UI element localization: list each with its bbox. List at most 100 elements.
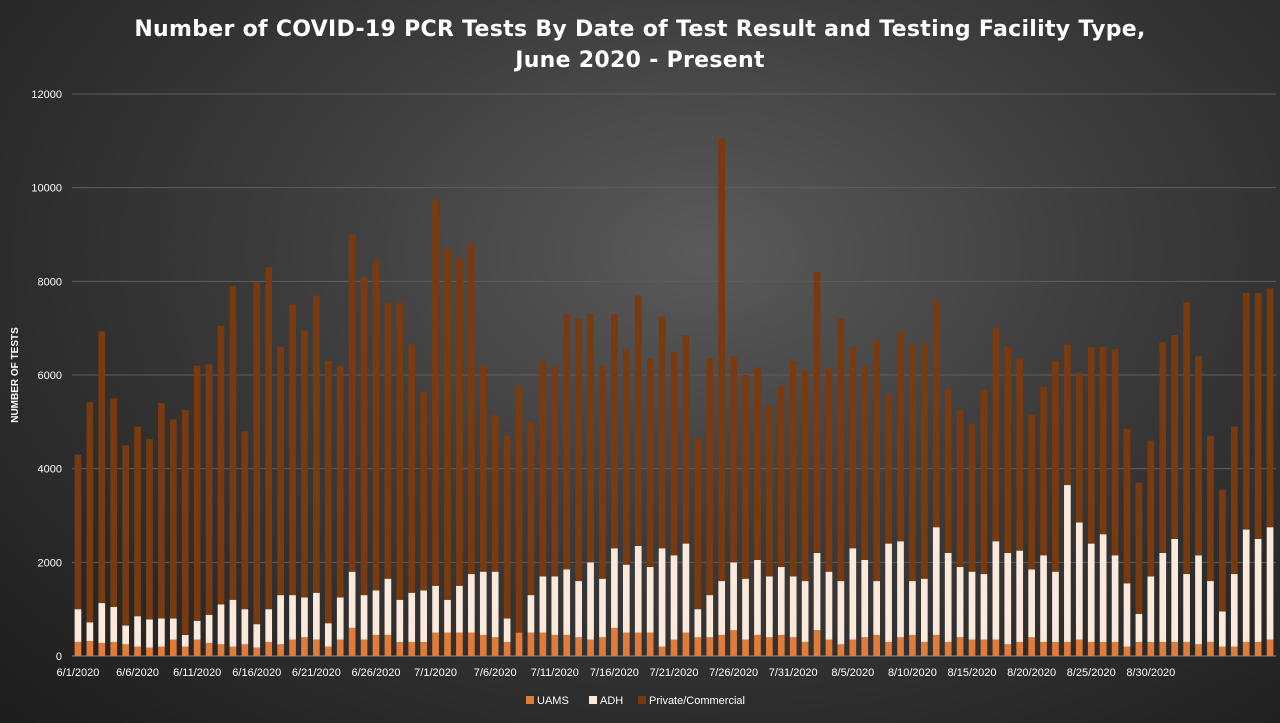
x-tick-label: 7/26/2020 [709, 667, 758, 679]
bar-segment [1135, 641, 1143, 656]
bar-segment [658, 316, 666, 549]
bar-segment [468, 632, 475, 656]
bar-segment [1207, 435, 1214, 582]
bar-segment [1111, 555, 1119, 642]
bar-segment [1123, 583, 1131, 647]
bar-segment [408, 344, 416, 593]
bar-segment [587, 314, 594, 563]
bar-segment [1147, 641, 1155, 656]
bar-segment [611, 314, 618, 549]
bar-segment [1004, 346, 1012, 553]
bar-segment [241, 644, 249, 656]
bar-segment [587, 639, 594, 656]
bar-segment [98, 642, 106, 656]
bar-segment [944, 641, 952, 656]
bar-segment [265, 609, 273, 642]
bar-segment [348, 234, 356, 572]
bar-segment [503, 641, 511, 656]
bar-segment [1016, 358, 1024, 551]
bar-segment [503, 618, 511, 642]
bar-segment [277, 346, 284, 596]
bar-segment [479, 365, 487, 572]
bar-segment [563, 634, 571, 656]
bar-segment [1075, 522, 1083, 640]
bar-segment [253, 624, 261, 648]
bar-segment [980, 389, 988, 575]
bar-segment [1219, 611, 1226, 647]
legend-label: UAMS [537, 695, 569, 707]
bar-segment [956, 410, 964, 568]
bar-segment [205, 642, 213, 656]
bar-segment [384, 634, 392, 656]
bar-segment [634, 295, 642, 546]
bar-segment [1266, 527, 1274, 640]
bar-segment [1028, 414, 1035, 570]
bar-segment [1207, 641, 1214, 656]
legend-label: Private/Commercial [649, 695, 745, 707]
bar-segment [622, 564, 630, 633]
bar-segment [1111, 641, 1119, 656]
bar-segment [646, 632, 654, 656]
bar-segment [885, 543, 892, 642]
bar-segment [1171, 641, 1179, 656]
bar-segment [658, 646, 666, 656]
axis-layer: 0 2000 4000 6000 8000 10000 12000 6/1/2020 6/6/2… [31, 89, 1175, 679]
bar-segment [1171, 335, 1179, 539]
bar-segment [825, 367, 833, 572]
bar-segment [277, 644, 284, 656]
bar-segment [1016, 550, 1024, 642]
bar-segment [74, 454, 82, 610]
bar-segment [956, 567, 964, 638]
chart-title: Number of COVID-19 PCR Tests By Date of … [0, 14, 1280, 76]
bar-segment [634, 545, 642, 633]
bar-segment [658, 548, 666, 647]
bar-segment [491, 571, 499, 638]
bar-segment [372, 260, 380, 591]
bar-segment [754, 634, 761, 656]
bar-segment [539, 576, 547, 633]
bar-segment [1087, 346, 1095, 544]
bar-segment [1004, 552, 1012, 645]
x-tick-label: 6/1/2020 [57, 667, 100, 679]
bar-segment [527, 421, 535, 596]
bar-segment [456, 632, 463, 656]
bar-segment [694, 438, 702, 610]
bar-segment [742, 639, 749, 656]
bar-segment [360, 639, 368, 656]
bar-segment [289, 639, 296, 656]
bar-segment [563, 569, 571, 635]
y-tick-label: 4000 [38, 464, 62, 476]
bar-segment [503, 435, 511, 619]
x-tick-label: 8/10/2020 [888, 667, 937, 679]
x-tick-label: 7/31/2020 [769, 667, 818, 679]
bar-segment [515, 632, 523, 656]
bar-segment [360, 276, 368, 596]
bar-segment [777, 386, 785, 568]
bar-segment [444, 599, 451, 633]
bar-segment [324, 623, 332, 647]
bar-segment [754, 367, 761, 560]
bar-segment [670, 639, 678, 656]
bar-segment [1123, 428, 1131, 584]
x-tick-label: 8/5/2020 [831, 667, 874, 679]
bar-segment [432, 199, 439, 586]
bar-segment [1183, 641, 1190, 656]
y-tick-label: 10000 [31, 183, 62, 195]
bar-segment [1230, 646, 1238, 656]
y-tick-label: 6000 [38, 370, 62, 382]
y-tick-label: 0 [56, 651, 62, 663]
bar-segment [611, 627, 618, 656]
bar-segment [456, 257, 463, 586]
bar-segment [599, 578, 606, 638]
bar-segment [897, 637, 904, 656]
bar-segment [193, 620, 201, 640]
bar-segment [825, 639, 833, 656]
bar-segment [1219, 646, 1226, 656]
bar-segment [909, 344, 916, 582]
bar-segment [873, 339, 880, 582]
bar-segment [813, 271, 821, 553]
x-tick-label: 6/16/2020 [232, 667, 281, 679]
bar-segment [766, 637, 773, 656]
bar-segment [313, 639, 320, 656]
bar-segment [730, 630, 737, 656]
